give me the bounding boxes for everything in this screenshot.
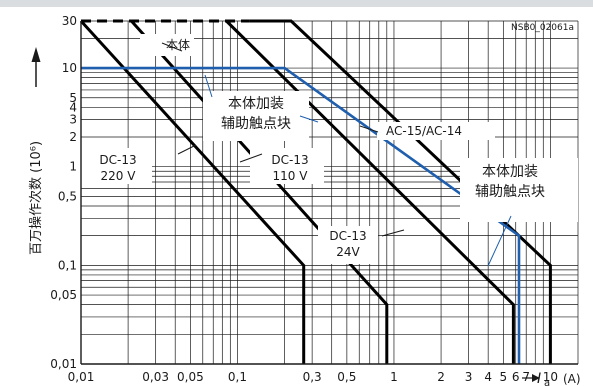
x-tick-label: 7 — [522, 370, 530, 384]
label-background — [250, 148, 324, 184]
leader-line — [161, 42, 183, 52]
y-tick-label: 0,5 — [58, 189, 77, 203]
label-background — [318, 226, 378, 264]
x-axis-subscript: a — [544, 378, 550, 386]
label-background — [460, 158, 578, 222]
y-tick-label: 10 — [62, 61, 77, 75]
figure-code: NSB0_02061a — [511, 23, 574, 33]
x-axis-symbol: I — [537, 371, 541, 386]
annotation-label-line2: 110 V — [273, 169, 309, 183]
label-background — [377, 122, 495, 140]
leader-line — [299, 115, 319, 123]
series-line — [225, 19, 515, 364]
annotation-label: DC-13 — [271, 153, 308, 167]
annotation-label: DC-13 — [99, 153, 136, 167]
y-axis-label: 百万操作次数 (10⁶) — [28, 141, 44, 255]
y-tick-label: 2 — [69, 130, 77, 144]
label-background — [203, 91, 309, 141]
x-axis-arrow-head — [532, 374, 540, 382]
annotation-label-line2: 220 V — [101, 169, 137, 183]
annotation-label-line2: 24V — [336, 245, 360, 259]
x-tick-label: 0,03 — [142, 370, 169, 384]
x-tick-label: 0,05 — [177, 370, 204, 384]
y-tick-label: 1 — [69, 160, 77, 174]
y-tick-label: 30 — [62, 14, 77, 28]
axes: 0,01 0,03 0,05 0,1 0,3 0,5 1 2 3 4 5 6 7 103010543210… — [50, 14, 578, 384]
y-tick-label: 0,01 — [50, 357, 77, 371]
leader-line — [487, 215, 512, 267]
annotation-label: 本体 — [166, 38, 190, 52]
annotation-label: 本体加装 — [228, 96, 284, 112]
x-axis-unit: (A) — [563, 372, 581, 386]
x-tick-label: 6 — [512, 370, 520, 384]
series-line — [249, 19, 552, 364]
annotation-label: AC-15/AC-14 — [386, 124, 462, 138]
leader-line — [381, 229, 405, 237]
x-tick-label: 4 — [484, 370, 492, 384]
series-line — [79, 19, 306, 364]
x-tick-label: 1 — [390, 370, 398, 384]
y-tick-label: 4 — [69, 100, 77, 114]
y-tick-label: 0,05 — [50, 288, 77, 302]
leader-line — [239, 153, 263, 163]
y-tick-label: 5 — [69, 91, 77, 105]
x-tick-label: 0,01 — [68, 370, 95, 384]
y-axis-arrow-head — [31, 47, 41, 62]
leader-line — [204, 74, 213, 98]
y-tick-label: 0,1 — [58, 258, 77, 272]
x-tick-label: 10 — [543, 370, 558, 384]
annotation-label-line2: 辅助触点块 — [475, 184, 545, 200]
x-tick-label: 3 — [465, 370, 473, 384]
header-band — [0, 0, 593, 7]
x-tick-label: 5 — [500, 370, 508, 384]
annotation-label-line2: 辅助触点块 — [221, 116, 291, 132]
y-tick-label: 3 — [69, 113, 77, 127]
leader-line — [177, 144, 197, 155]
series-line — [81, 66, 521, 364]
annotation-label: DC-13 — [329, 229, 366, 243]
leader-line — [359, 125, 379, 133]
x-axis-label: I a (A) — [537, 371, 581, 386]
x-tick-label: 0,5 — [337, 370, 356, 384]
x-tick-label: 0,1 — [228, 370, 247, 384]
annotation-label: 本体加装 — [482, 164, 538, 180]
x-tick-label: 0,3 — [303, 370, 322, 384]
label-background — [78, 148, 152, 184]
x-tick-label: 2 — [437, 370, 445, 384]
